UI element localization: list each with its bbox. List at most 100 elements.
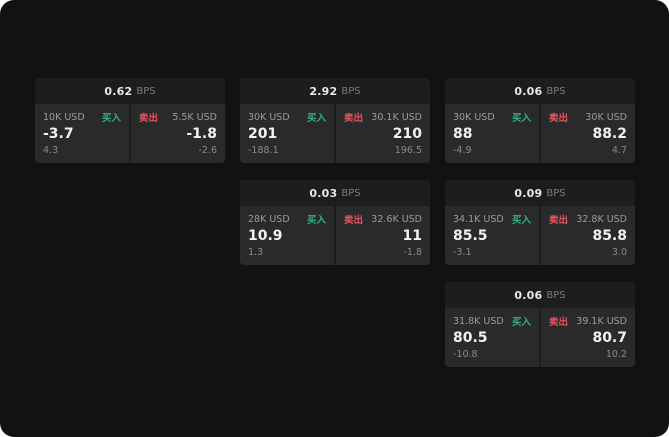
quote-card-4: 0.03 BPS 28K USD 买入 10.9 1.3 卖出 32.6K US…: [240, 180, 430, 265]
spread-value: 0.09: [514, 186, 543, 200]
spread-value: 2.92: [309, 84, 338, 98]
buy-label: 买入: [511, 317, 531, 328]
quote-body: 34.1K USD 买入 85.5 -3.1 卖出 32.8K USD 85.8…: [445, 206, 635, 265]
buy-top-row: 28K USD 买入: [248, 212, 326, 227]
sell-price: 210: [392, 126, 422, 142]
buy-sub-value: -4.9: [453, 145, 472, 156]
buy-size: 28K USD: [248, 213, 290, 225]
sell-price: -1.8: [186, 126, 217, 142]
spread-header: 0.06 BPS: [445, 78, 635, 104]
spread-unit-label: BPS: [341, 187, 361, 199]
sell-label: 卖出: [344, 215, 364, 226]
buy-price: -3.7: [43, 126, 74, 142]
spread-header: 0.62 BPS: [35, 78, 225, 104]
spread-header: 0.06 BPS: [445, 282, 635, 308]
spread-unit-label: BPS: [546, 187, 566, 199]
quote-card-3: 0.06 BPS 30K USD 买入 88 -4.9 卖出 30K USD: [445, 78, 635, 163]
quote-body: 10K USD 买入 -3.7 4.3 卖出 5.5K USD -1.8 -2.…: [35, 104, 225, 163]
buy-sub-value: -3.1: [453, 247, 472, 258]
quote-column-3: 0.06 BPS 30K USD 买入 88 -4.9 卖出 30K USD: [445, 78, 635, 437]
buy-top-row: 31.8K USD 买入: [453, 314, 531, 329]
sell-top-row: 卖出 32.6K USD: [344, 212, 422, 227]
sell-price: 88.2: [592, 126, 627, 142]
sell-top-row: 卖出 39.1K USD: [549, 314, 627, 329]
sell-price: 80.7: [592, 330, 627, 346]
spread-unit-label: BPS: [546, 85, 566, 97]
sell-panel[interactable]: 卖出 32.8K USD 85.8 3.0: [541, 206, 635, 265]
sell-sub-value: 196.5: [394, 145, 422, 156]
quote-column-2: 2.92 BPS 30K USD 买入 201 -188.1 卖出 30.1K …: [240, 78, 430, 437]
sell-panel[interactable]: 卖出 5.5K USD -1.8 -2.6: [131, 104, 225, 163]
spread-unit-label: BPS: [546, 289, 566, 301]
sell-sub-value: -1.8: [403, 247, 422, 258]
buy-top-row: 10K USD 买入: [43, 110, 121, 125]
buy-sub-value: -188.1: [248, 145, 279, 156]
buy-price: 10.9: [248, 228, 283, 244]
sell-label: 卖出: [549, 113, 569, 124]
buy-label: 买入: [306, 113, 326, 124]
sell-label: 卖出: [549, 317, 569, 328]
quote-card-2: 2.92 BPS 30K USD 买入 201 -188.1 卖出 30.1K …: [240, 78, 430, 163]
sell-price: 11: [402, 228, 422, 244]
sell-top-row: 卖出 30K USD: [549, 110, 627, 125]
buy-label: 买入: [101, 113, 121, 124]
quote-body: 30K USD 买入 88 -4.9 卖出 30K USD 88.2 4.7: [445, 104, 635, 163]
buy-top-row: 30K USD 买入: [453, 110, 531, 125]
quote-column-1: 0.62 BPS 10K USD 买入 -3.7 4.3 卖出 5.5K USD: [35, 78, 225, 437]
buy-size: 34.1K USD: [453, 213, 504, 225]
sell-panel[interactable]: 卖出 32.6K USD 11 -1.8: [336, 206, 430, 265]
sell-label: 卖出: [344, 113, 364, 124]
sell-size: 5.5K USD: [172, 111, 217, 123]
spread-header: 2.92 BPS: [240, 78, 430, 104]
sell-size: 39.1K USD: [576, 315, 627, 327]
sell-size: 32.8K USD: [576, 213, 627, 225]
buy-size: 30K USD: [248, 111, 290, 123]
buy-size: 30K USD: [453, 111, 495, 123]
sell-sub-value: 4.7: [611, 145, 627, 156]
quote-card-6: 0.06 BPS 31.8K USD 买入 80.5 -10.8 卖出 39.1…: [445, 282, 635, 367]
buy-label: 买入: [511, 215, 531, 226]
spread-header: 0.09 BPS: [445, 180, 635, 206]
sell-size: 32.6K USD: [371, 213, 422, 225]
spread-value: 0.62: [104, 84, 133, 98]
sell-panel[interactable]: 卖出 30.1K USD 210 196.5: [336, 104, 430, 163]
quote-body: 28K USD 买入 10.9 1.3 卖出 32.6K USD 11 -1.8: [240, 206, 430, 265]
sell-size: 30K USD: [585, 111, 627, 123]
buy-panel[interactable]: 30K USD 买入 88 -4.9: [445, 104, 539, 163]
buy-price: 80.5: [453, 330, 488, 346]
buy-panel[interactable]: 30K USD 买入 201 -188.1: [240, 104, 334, 163]
spread-value: 0.06: [514, 84, 543, 98]
buy-panel[interactable]: 28K USD 买入 10.9 1.3: [240, 206, 334, 265]
spread-value: 0.06: [514, 288, 543, 302]
sell-top-row: 卖出 32.8K USD: [549, 212, 627, 227]
spread-unit-label: BPS: [341, 85, 361, 97]
sell-panel[interactable]: 卖出 30K USD 88.2 4.7: [541, 104, 635, 163]
buy-sub-value: -10.8: [453, 349, 478, 360]
buy-top-row: 30K USD 买入: [248, 110, 326, 125]
buy-size: 10K USD: [43, 111, 85, 123]
buy-sub-value: 1.3: [248, 247, 264, 258]
sell-sub-value: -2.6: [198, 145, 217, 156]
quote-body: 31.8K USD 买入 80.5 -10.8 卖出 39.1K USD 80.…: [445, 308, 635, 367]
buy-price: 88: [453, 126, 473, 142]
sell-sub-value: 10.2: [605, 349, 627, 360]
quote-card-5: 0.09 BPS 34.1K USD 买入 85.5 -3.1 卖出 32.8K…: [445, 180, 635, 265]
buy-top-row: 34.1K USD 买入: [453, 212, 531, 227]
sell-label: 卖出: [549, 215, 569, 226]
quote-card-1: 0.62 BPS 10K USD 买入 -3.7 4.3 卖出 5.5K USD: [35, 78, 225, 163]
sell-price: 85.8: [592, 228, 627, 244]
buy-panel[interactable]: 10K USD 买入 -3.7 4.3: [35, 104, 129, 163]
buy-sub-value: 4.3: [43, 145, 59, 156]
buy-price: 201: [248, 126, 278, 142]
sell-size: 30.1K USD: [371, 111, 422, 123]
sell-top-row: 卖出 5.5K USD: [139, 110, 217, 125]
buy-panel[interactable]: 31.8K USD 买入 80.5 -10.8: [445, 308, 539, 367]
quote-body: 30K USD 买入 201 -188.1 卖出 30.1K USD 210 1…: [240, 104, 430, 163]
buy-panel[interactable]: 34.1K USD 买入 85.5 -3.1: [445, 206, 539, 265]
buy-price: 85.5: [453, 228, 488, 244]
buy-label: 买入: [306, 215, 326, 226]
buy-size: 31.8K USD: [453, 315, 504, 327]
spread-unit-label: BPS: [136, 85, 156, 97]
sell-panel[interactable]: 卖出 39.1K USD 80.7 10.2: [541, 308, 635, 367]
